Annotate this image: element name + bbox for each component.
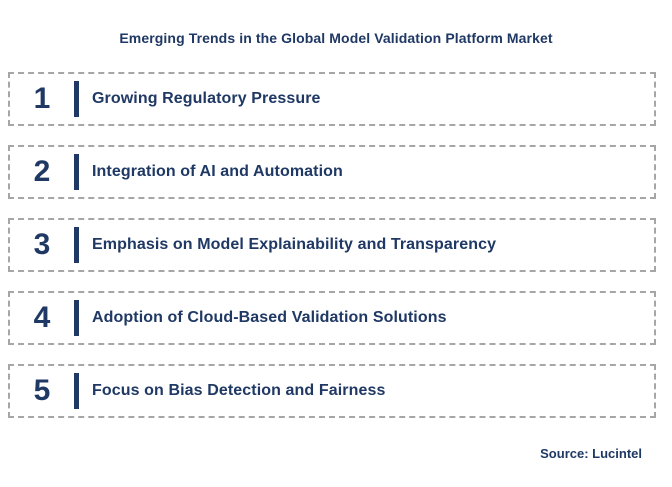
trend-number: 4 <box>33 301 51 334</box>
trend-list: 1 Growing Regulatory Pressure 2 Integrat… <box>8 72 656 418</box>
trend-item: 2 Integration of AI and Automation <box>8 145 656 199</box>
trend-number: 3 <box>33 228 51 261</box>
trend-item: 4 Adoption of Cloud-Based Validation Sol… <box>8 291 656 345</box>
trend-item: 1 Growing Regulatory Pressure <box>8 72 656 126</box>
trend-label: Focus on Bias Detection and Fairness <box>92 382 386 399</box>
trend-number: 1 <box>33 82 51 115</box>
separator-bar <box>74 373 79 409</box>
separator-bar <box>74 154 79 190</box>
page-title: Emerging Trends in the Global Model Vali… <box>119 30 553 46</box>
trend-number: 5 <box>33 374 51 407</box>
trend-number: 2 <box>33 155 51 188</box>
trend-label: Growing Regulatory Pressure <box>92 90 321 107</box>
separator-bar <box>74 300 79 336</box>
trend-item: 3 Emphasis on Model Explainability and T… <box>8 218 656 272</box>
trend-label: Adoption of Cloud-Based Validation Solut… <box>92 309 447 326</box>
separator-bar <box>74 227 79 263</box>
trend-label: Integration of AI and Automation <box>92 163 343 180</box>
source-attribution: Source: Lucintel <box>540 446 642 461</box>
trend-label: Emphasis on Model Explainability and Tra… <box>92 236 497 253</box>
trend-item: 5 Focus on Bias Detection and Fairness <box>8 364 656 418</box>
separator-bar <box>74 81 79 117</box>
